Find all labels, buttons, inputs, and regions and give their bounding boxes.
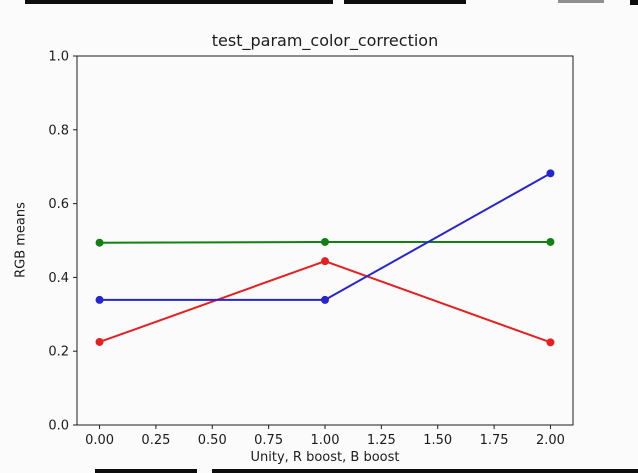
y-tick-label: 0.4: [48, 271, 69, 286]
y-tick-label: 1.0: [48, 50, 69, 65]
x-tick-label: 0.75: [254, 433, 283, 448]
letterbox-artifact-bottom-2: [212, 469, 638, 473]
series-marker-red-mean: [321, 257, 329, 266]
series-marker-blue-mean: [321, 295, 329, 304]
x-tick-label: 0.00: [85, 433, 114, 448]
y-tick-label: 0.0: [48, 419, 69, 434]
series-marker-green-mean: [546, 237, 555, 246]
letterbox-artifact-top-2: [344, 0, 466, 4]
y-tick-label: 0.6: [48, 197, 69, 212]
x-tick-label: 1.00: [311, 433, 340, 448]
letterbox-artifact-corner: [630, 0, 638, 5]
x-tick-label: 0.50: [198, 433, 227, 448]
x-tick-label: 1.75: [480, 433, 509, 448]
letterbox-artifact-top-3: [558, 0, 604, 3]
series-marker-green-mean: [95, 238, 104, 247]
letterbox-artifact-bottom: [95, 469, 197, 473]
series-marker-green-mean: [321, 237, 329, 246]
x-tick-label: 1.25: [367, 433, 396, 448]
series-marker-blue-mean: [546, 169, 555, 178]
x-axis-label: Unity, R boost, B boost: [250, 450, 400, 465]
y-tick-label: 0.8: [48, 123, 69, 138]
series-marker-blue-mean: [95, 295, 104, 304]
series-marker-red-mean: [95, 337, 104, 346]
x-tick-label: 1.50: [423, 433, 452, 448]
x-tick-label: 0.25: [141, 433, 170, 448]
series-line-blue-mean: [99, 172, 551, 301]
x-tick-label: 2.00: [536, 433, 565, 448]
series-marker-red-mean: [546, 338, 555, 347]
letterbox-artifact-top: [25, 0, 333, 4]
y-tick-label: 0.2: [48, 345, 69, 360]
chart-title: test_param_color_correction: [211, 31, 439, 50]
